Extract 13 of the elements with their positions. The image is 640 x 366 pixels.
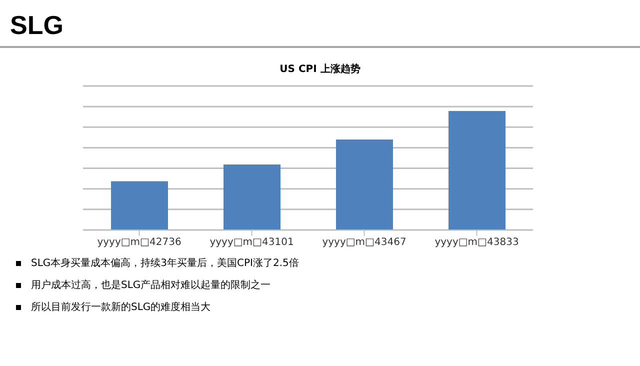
chart-title: SLG [10,10,64,41]
text: 用户成本过高，也是SLG产品相对难以起量的限制之一 [31,278,271,292]
x-tick-label: yyyy□m□42736 [97,237,182,248]
x-tick-label: yyyy□m□43833 [434,237,519,248]
text: 所以目前发行一款新的SLG的难度相当大 [31,300,211,314]
bar [448,110,506,230]
text: SLG本身买量成本偏高，持续3年买量后，美国CPI涨了2.5倍 [31,256,299,270]
x-tick-label: yyyy□m□43101 [210,237,294,248]
x-tick-label: yyyy□m□43467 [322,237,406,248]
bar [336,140,393,230]
bar [224,164,280,230]
chart-subtitle: US CPI 上涨趋势 [274,64,366,75]
bar [111,181,168,230]
